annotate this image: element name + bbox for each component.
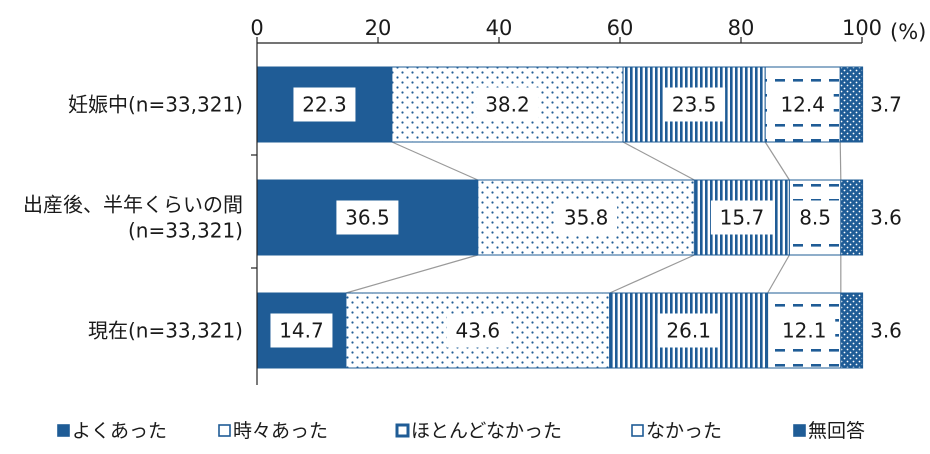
value-label-box (663, 87, 726, 122)
bar-segment (840, 292, 864, 369)
legend-label: 無回答 (808, 420, 865, 442)
x-axis-unit: (%) (890, 20, 926, 44)
value-label-box (270, 313, 333, 348)
legend-swatch (631, 424, 644, 437)
legend-swatch (218, 424, 231, 437)
bar-segment (839, 66, 864, 143)
connector-line (764, 141, 790, 181)
category-label: 現在(n=33,321) (88, 319, 243, 343)
legend-label: よくあった (72, 420, 167, 442)
value-label-box (790, 200, 841, 235)
x-tick-label: 100 (842, 16, 882, 40)
category-labels: 妊娠中(n=33,321) 出産後、半年くらいの間(n=33,321) 現在(n=3… (23, 93, 243, 343)
legend-label: ほとんどなかった (411, 420, 562, 442)
value-label-box (446, 313, 509, 348)
connector-line (391, 141, 479, 181)
value-label: 12.4 (780, 93, 825, 117)
value-label: 15.7 (720, 206, 765, 230)
value-label-box (657, 313, 720, 348)
value-label: 8.5 (799, 206, 831, 230)
value-label: 38.2 (485, 93, 530, 117)
bar-segment (840, 179, 864, 256)
value-labels: 22.3 38.2 23.5 12.4 3.7 36.5 35.8 15.7 8.5 3.6 14.… (270, 87, 902, 348)
value-label-box (293, 87, 356, 122)
connector-line (609, 254, 695, 294)
value-label: 3.7 (870, 93, 902, 117)
connector-lines (345, 141, 842, 294)
value-label-box (710, 200, 773, 235)
x-tick-label: 40 (486, 16, 513, 40)
connector-line (767, 254, 790, 294)
bar-segment (693, 179, 790, 256)
connector-line (839, 141, 842, 181)
legend: よくあった 時々あった ほとんどなかった なかった 無回答 (57, 420, 865, 442)
value-label: 12.1 (782, 319, 827, 343)
legend-label: なかった (646, 420, 722, 442)
value-label: 14.7 (279, 319, 324, 343)
category-label: 妊娠中(n=33,321) (68, 93, 243, 117)
legend-label: 時々あった (233, 420, 328, 442)
legend-swatch (395, 423, 410, 438)
value-label-box (773, 313, 836, 348)
category-label: 出産後、半年くらいの間 (23, 193, 243, 217)
value-label: 22.3 (302, 93, 347, 117)
value-label: 36.5 (345, 206, 390, 230)
connector-line (622, 141, 695, 181)
category-label: (n=33,321) (128, 219, 243, 243)
value-label: 3.6 (870, 319, 902, 343)
value-label-box (336, 200, 399, 235)
value-label-box (476, 87, 539, 122)
value-label: 23.5 (672, 93, 717, 117)
value-label: 3.6 (870, 206, 902, 230)
x-axis: 0 20 40 60 80 100 (%) (250, 16, 926, 385)
x-tick-label: 80 (728, 16, 755, 40)
value-label-box (771, 87, 834, 122)
legend-swatch (57, 424, 70, 437)
x-tick-label: 20 (365, 16, 392, 40)
value-label: 35.8 (564, 206, 609, 230)
connector-line (345, 254, 478, 294)
bar-segment (477, 179, 695, 256)
x-tick-label: 0 (250, 16, 263, 40)
legend-swatch (793, 424, 806, 437)
value-label-box (555, 200, 618, 235)
value-label: 43.6 (456, 319, 501, 343)
value-label: 26.1 (666, 319, 711, 343)
x-tick-label: 60 (607, 16, 634, 40)
